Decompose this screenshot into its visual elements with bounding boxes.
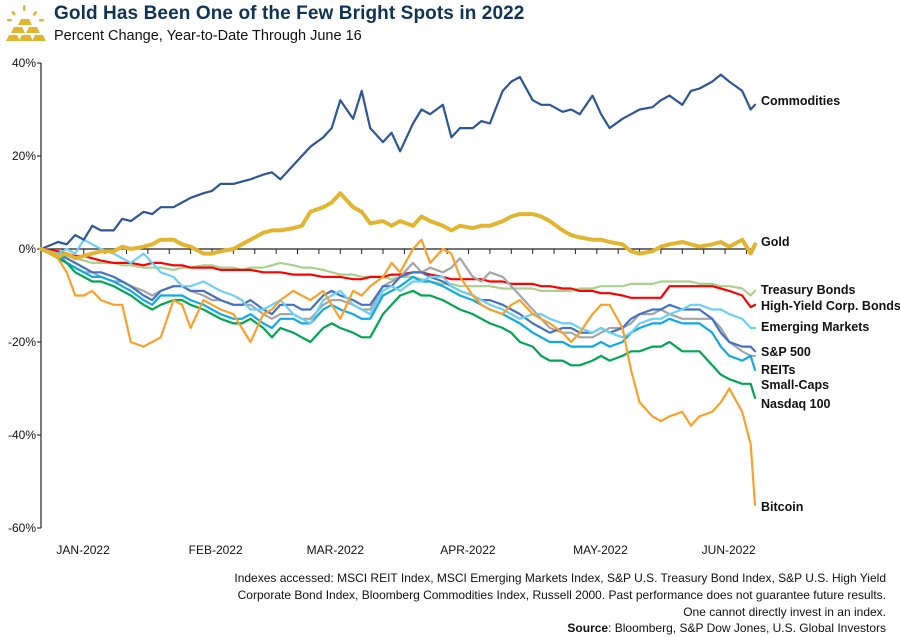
- x-tick-label: JUN-2022: [702, 543, 756, 557]
- footnote-line-2: Corporate Bond Index, Bloomberg Commodit…: [237, 588, 886, 602]
- chart-subtitle: Percent Change, Year-to-Date Through Jun…: [54, 28, 362, 44]
- series-label: REITs: [761, 363, 796, 377]
- x-axis: JAN-2022 FEB-2022 MAR-2022 APR-2022 MAY-2022…: [40, 248, 756, 557]
- source-note: Source: Bloomberg, S&P Dow Jones, U.S. G…: [567, 620, 886, 637]
- series-label: Small-Caps: [761, 378, 829, 392]
- y-axis: 40% 20% 0% -20% -40% -60%: [8, 56, 42, 535]
- series-labels: Commodities Gold Treasury Bonds High-Yield …: [761, 94, 900, 514]
- x-tick-label: MAY-2022: [573, 543, 628, 557]
- series-label: Emerging Markets: [761, 320, 869, 334]
- y-tick-label: 40%: [12, 56, 36, 70]
- source-label: Source: [567, 621, 609, 635]
- series-label: Treasury Bonds: [761, 283, 856, 297]
- y-tick-label: 20%: [12, 149, 36, 163]
- series-line-small-caps: [39, 247, 757, 371]
- x-tick-label: FEB-2022: [189, 543, 243, 557]
- series-line-nasdaq-100: [39, 247, 757, 399]
- series-line-gold: [39, 191, 757, 261]
- series-line-s-p-500: [39, 247, 757, 353]
- series-label: Gold: [761, 235, 789, 249]
- x-tick-label: JAN-2022: [56, 543, 110, 557]
- series-line-commodities: [39, 73, 757, 251]
- source-text: : Bloomberg, S&P Dow Jones, U.S. Global …: [608, 621, 886, 635]
- series-line-emerging-markets: [39, 238, 757, 339]
- chart-title: Gold Has Been One of the Few Bright Spot…: [54, 3, 525, 24]
- series-line-high-yield-corp-bonds: [39, 247, 757, 309]
- y-tick-label: -60%: [8, 521, 36, 535]
- series-label: High-Yield Corp. Bonds: [761, 299, 900, 313]
- series-label: Nasdaq 100: [761, 397, 831, 411]
- y-tick-label: -40%: [8, 428, 36, 442]
- footnote-line-1: Indexes accessed: MSCI REIT Index, MSCI …: [234, 571, 886, 585]
- gold-bars-icon: [6, 5, 46, 41]
- series-line-bitcoin: [39, 238, 757, 506]
- series-label: Commodities: [761, 94, 840, 108]
- chart-header: Gold Has Been One of the Few Bright Spot…: [0, 0, 900, 50]
- footnote-line-3: One cannot directly invest in an index.: [683, 605, 886, 619]
- series-layer: [39, 73, 757, 506]
- x-tick-label: APR-2022: [440, 543, 496, 557]
- y-tick-label: -20%: [8, 335, 36, 349]
- y-tick-label: 0%: [19, 242, 37, 256]
- series-label: S&P 500: [761, 345, 811, 359]
- series-label: Bitcoin: [761, 500, 803, 514]
- x-tick-label: MAR-2022: [307, 543, 365, 557]
